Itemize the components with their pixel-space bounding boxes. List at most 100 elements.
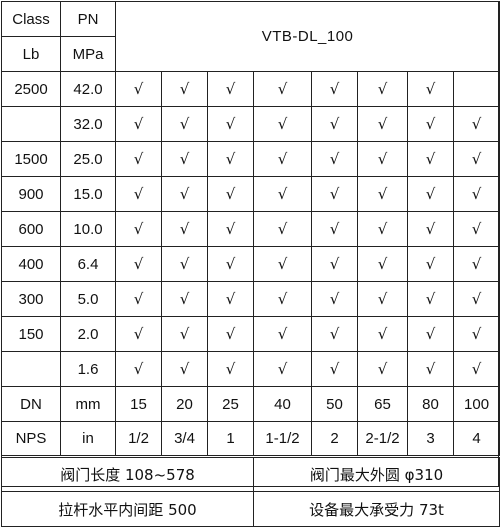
- pressure-row: 150 2.0 √ √ √ √ √ √ √ √: [1, 316, 500, 352]
- availability-cell: √: [407, 246, 454, 282]
- availability-cell: √: [161, 351, 208, 387]
- pressure-row: 900 15.0 √ √ √ √ √ √ √ √: [1, 176, 500, 212]
- availability-cell: √: [311, 351, 358, 387]
- pn-value: 25.0: [60, 141, 116, 177]
- availability-cell: √: [357, 211, 408, 247]
- availability-cell: √: [253, 281, 312, 317]
- availability-cell: √: [207, 141, 254, 177]
- availability-cell: √: [253, 71, 312, 107]
- pn-value: 1.6: [60, 351, 116, 387]
- footer-row: 拉杆水平内间距 500 设备最大承受力 73t: [1, 491, 500, 527]
- size-unit: mm: [60, 386, 116, 422]
- class-value: [1, 351, 61, 387]
- size-value: 50: [311, 386, 358, 422]
- availability-cell: √: [253, 141, 312, 177]
- availability-cell: √: [452, 316, 500, 352]
- size-value: 2-1/2: [357, 421, 408, 457]
- availability-cell: √: [357, 316, 408, 352]
- class-value: 900: [1, 176, 61, 212]
- pressure-row: 300 5.0 √ √ √ √ √ √ √ √: [1, 281, 500, 317]
- size-value: 1-1/2: [253, 421, 312, 457]
- availability-cell: √: [311, 106, 358, 142]
- valve-max-od: 阀门最大外圆 φ310: [252, 455, 500, 492]
- max-load: 设备最大承受力 73t: [252, 491, 500, 527]
- availability-cell: √: [452, 246, 500, 282]
- size-value: 25: [207, 386, 254, 422]
- pn-value: 32.0: [60, 106, 116, 142]
- class-header: Class: [1, 1, 61, 37]
- availability-cell: √: [407, 176, 454, 212]
- availability-cell: √: [452, 176, 500, 212]
- availability-cell: √: [311, 246, 358, 282]
- size-value: 1: [207, 421, 254, 457]
- pn-value: 2.0: [60, 316, 116, 352]
- availability-cell: √: [207, 281, 254, 317]
- availability-cell: √: [207, 71, 254, 107]
- pn-value: 5.0: [60, 281, 116, 317]
- availability-cell: √: [115, 211, 162, 247]
- class-value: 600: [1, 211, 61, 247]
- availability-cell: √: [357, 176, 408, 212]
- size-value: 3: [407, 421, 454, 457]
- availability-cell: √: [161, 246, 208, 282]
- class-value: 400: [1, 246, 61, 282]
- availability-cell: √: [407, 281, 454, 317]
- size-value: 100: [452, 386, 500, 422]
- mpa-header: MPa: [60, 36, 116, 72]
- availability-cell: √: [357, 141, 408, 177]
- pressure-row: 32.0 √ √ √ √ √ √ √ √: [1, 106, 500, 142]
- availability-cell: √: [253, 246, 312, 282]
- class-value: [1, 106, 61, 142]
- class-value: 2500: [1, 71, 61, 107]
- availability-cell: √: [161, 176, 208, 212]
- pn-header: PN: [60, 1, 116, 37]
- availability-cell: √: [407, 106, 454, 142]
- rod-spacing: 拉杆水平内间距 500: [1, 491, 254, 527]
- pressure-row: 1500 25.0 √ √ √ √ √ √ √ √: [1, 141, 500, 177]
- size-value: 2: [311, 421, 358, 457]
- availability-cell: √: [253, 351, 312, 387]
- availability-cell: √: [452, 351, 500, 387]
- size-label: NPS: [1, 421, 61, 457]
- availability-cell: √: [452, 211, 500, 247]
- availability-cell: √: [357, 246, 408, 282]
- footer-row: 阀门长度 108~578 阀门最大外圆 φ310: [1, 455, 500, 492]
- pn-value: 10.0: [60, 211, 116, 247]
- pn-value: 42.0: [60, 71, 116, 107]
- availability-cell: √: [357, 351, 408, 387]
- availability-cell: √: [253, 106, 312, 142]
- availability-cell: √: [311, 281, 358, 317]
- availability-cell: √: [357, 71, 408, 107]
- valve-length: 阀门长度 108~578: [1, 455, 254, 492]
- availability-cell: √: [311, 71, 358, 107]
- availability-cell: √: [452, 106, 500, 142]
- availability-cell: √: [357, 106, 408, 142]
- availability-cell: √: [407, 211, 454, 247]
- pn-value: 6.4: [60, 246, 116, 282]
- availability-cell: √: [253, 316, 312, 352]
- availability-cell: √: [253, 211, 312, 247]
- availability-cell: √: [452, 141, 500, 177]
- availability-cell: √: [115, 316, 162, 352]
- availability-cell: √: [311, 316, 358, 352]
- availability-cell: √: [115, 106, 162, 142]
- availability-cell: √: [115, 71, 162, 107]
- pressure-row: 600 10.0 √ √ √ √ √ √ √ √: [1, 211, 500, 247]
- availability-cell: √: [207, 246, 254, 282]
- availability-cell: √: [161, 211, 208, 247]
- size-value: 65: [357, 386, 408, 422]
- size-value: 3/4: [161, 421, 208, 457]
- availability-cell: √: [161, 71, 208, 107]
- availability-cell: √: [207, 211, 254, 247]
- class-value: 300: [1, 281, 61, 317]
- size-value: 40: [253, 386, 312, 422]
- availability-cell: √: [161, 106, 208, 142]
- availability-cell: √: [115, 176, 162, 212]
- availability-cell: √: [311, 176, 358, 212]
- availability-cell: √: [161, 141, 208, 177]
- availability-cell: √: [253, 176, 312, 212]
- availability-cell: √: [161, 316, 208, 352]
- availability-cell: √: [311, 141, 358, 177]
- size-value: 4: [452, 421, 500, 457]
